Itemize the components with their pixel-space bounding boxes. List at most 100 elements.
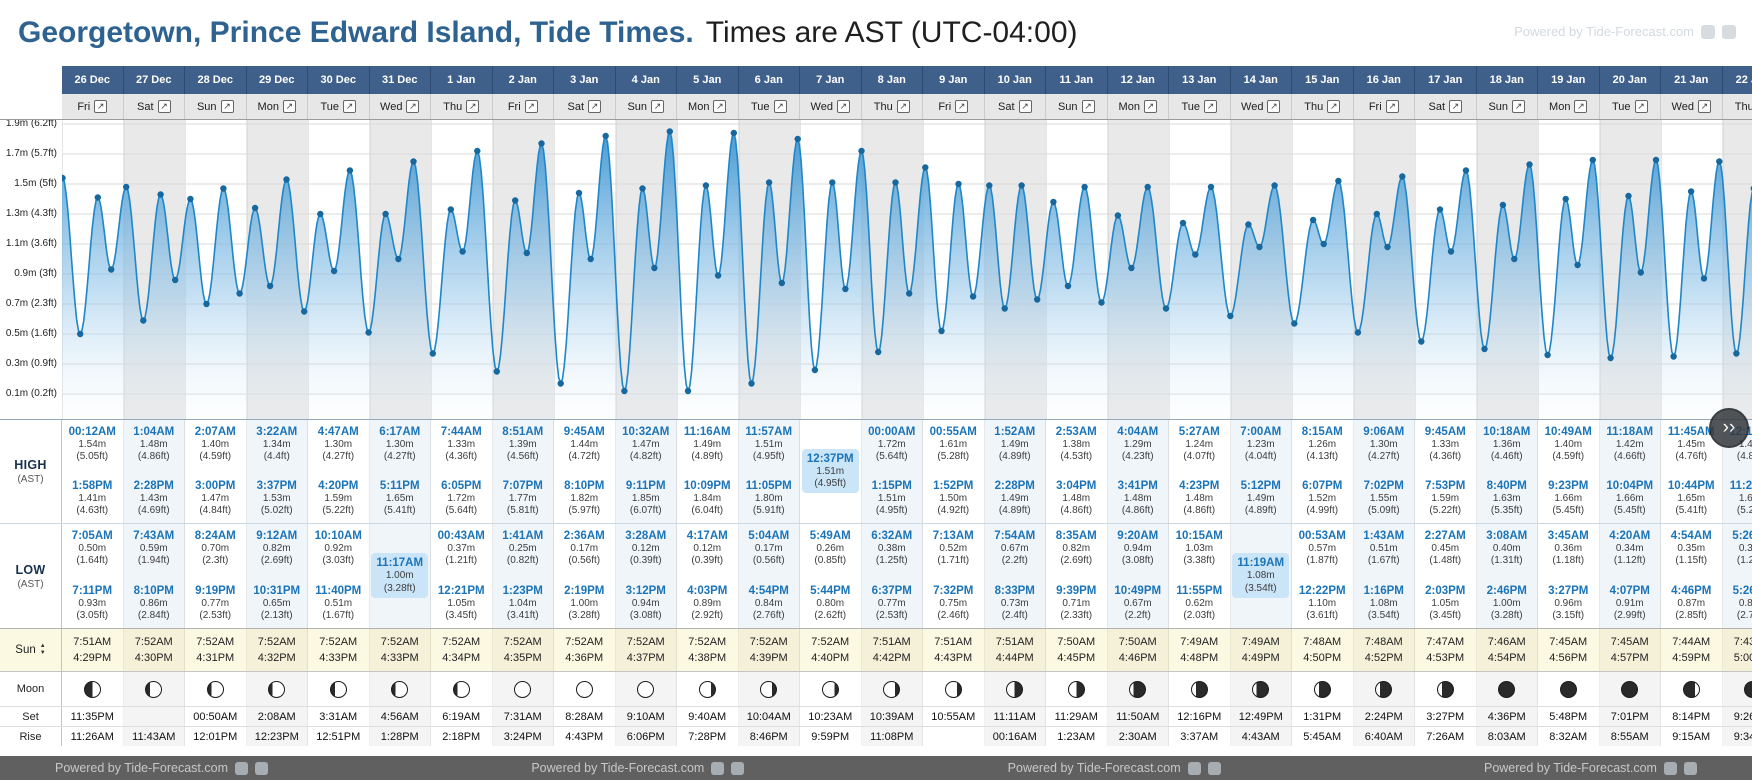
weekday-cell[interactable]: Fri ↗	[1353, 94, 1415, 119]
weekday-cell[interactable]: Tue ↗	[308, 94, 370, 119]
date-header-cell[interactable]: 6 Jan	[738, 66, 800, 94]
social-icon[interactable]	[1207, 761, 1221, 775]
weekday-cell[interactable]: Tue ↗	[1169, 94, 1231, 119]
date-header-cell[interactable]: 4 Jan	[615, 66, 677, 94]
date-header-cell[interactable]: 19 Jan	[1538, 66, 1600, 94]
weekday-cell[interactable]: Sat ↗	[123, 94, 185, 119]
weekday-cell[interactable]: Mon ↗	[1107, 94, 1169, 119]
social-icon[interactable]	[235, 761, 248, 775]
date-header-cell[interactable]: 10 Jan	[984, 66, 1046, 94]
expand-day-icon[interactable]: ↗	[1204, 100, 1218, 113]
social-icon[interactable]	[255, 761, 268, 775]
date-header-cell[interactable]: 17 Jan	[1415, 66, 1477, 94]
weekday-cell[interactable]: Thu↗	[1292, 94, 1354, 119]
expand-day-icon[interactable]: ↗	[157, 100, 171, 113]
social-icon[interactable]	[1701, 24, 1715, 39]
date-header-cell[interactable]: 27 Dec	[123, 66, 185, 94]
high-tide-height-ft: (4.95ft)	[814, 478, 847, 489]
date-header-cell[interactable]: 1 Jan	[431, 66, 493, 94]
expand-day-icon[interactable]: ↗	[1385, 100, 1399, 113]
social-icon[interactable]	[731, 761, 745, 775]
weekday-cell[interactable]: Sun ↗	[615, 94, 677, 119]
expand-day-icon[interactable]: ↗	[1327, 100, 1341, 113]
date-header-cell[interactable]: 26 Dec	[62, 66, 124, 94]
expand-day-icon[interactable]: ↗	[1449, 100, 1462, 113]
powered-by-watermark[interactable]: Powered by Tide-Forecast.com	[55, 761, 268, 775]
weekday-cell[interactable]: Sun ↗	[1046, 94, 1108, 119]
powered-by-watermark[interactable]: Powered by Tide-Forecast.com	[531, 761, 745, 775]
expand-day-icon[interactable]: ↗	[713, 100, 727, 113]
expand-day-icon[interactable]: ↗	[343, 100, 357, 113]
date-header-cell[interactable]: 18 Jan	[1476, 66, 1538, 94]
expand-day-icon[interactable]: ↗	[524, 100, 538, 113]
weekday-cell[interactable]: Thu↗	[1722, 94, 1752, 119]
date-header-cell[interactable]: 31 Dec	[369, 66, 431, 94]
social-icon[interactable]	[1663, 761, 1677, 775]
weekday-cell[interactable]: Sun ↗	[185, 94, 247, 119]
expand-day-icon[interactable]: ↗	[282, 100, 296, 113]
social-icon[interactable]	[1187, 761, 1201, 775]
date-header-cell[interactable]: 29 Dec	[246, 66, 308, 94]
weekday-cell[interactable]: Sat ↗	[984, 94, 1046, 119]
expand-day-icon[interactable]: ↗	[588, 100, 601, 113]
date-header-cell[interactable]: 3 Jan	[554, 66, 616, 94]
date-header-cell[interactable]: 21 Jan	[1661, 66, 1723, 94]
weekday-cell[interactable]: Sun ↗	[1476, 94, 1538, 119]
date-header-cell[interactable]: 16 Jan	[1353, 66, 1415, 94]
date-header-cell[interactable]: 8 Jan	[861, 66, 923, 94]
date-header-cell[interactable]: 9 Jan	[923, 66, 985, 94]
powered-by-watermark[interactable]: Powered by Tide-Forecast.com	[1484, 761, 1697, 775]
date-header-cell[interactable]: 20 Jan	[1599, 66, 1661, 94]
date-header-cell[interactable]: 14 Jan	[1230, 66, 1292, 94]
date-header-cell[interactable]: 7 Jan	[800, 66, 862, 94]
date-header-cell[interactable]: 13 Jan	[1169, 66, 1231, 94]
weekday-cell[interactable]: Sat ↗	[1415, 94, 1477, 119]
weekday-cell[interactable]: Sat ↗	[554, 94, 616, 119]
expand-day-icon[interactable]: ↗	[836, 100, 850, 113]
expand-day-icon[interactable]: ↗	[773, 100, 787, 113]
weekday-cell[interactable]: Fri ↗	[923, 94, 985, 119]
powered-by-watermark[interactable]: Powered by Tide-Forecast.com	[1514, 24, 1736, 39]
expand-day-icon[interactable]: ↗	[1634, 100, 1648, 113]
expand-day-icon[interactable]: ↗	[651, 100, 665, 113]
expand-day-icon[interactable]: ↗	[220, 100, 234, 113]
expand-day-icon[interactable]: ↗	[896, 100, 910, 113]
social-icon[interactable]	[1683, 761, 1697, 775]
weekday-cell[interactable]: Fri ↗	[62, 94, 124, 119]
weekday-cell[interactable]: Mon ↗	[246, 94, 308, 119]
social-icon[interactable]	[1722, 24, 1736, 39]
expand-day-icon[interactable]: ↗	[955, 100, 969, 113]
expand-day-icon[interactable]: ↗	[1081, 100, 1095, 113]
weekday-cell[interactable]: Wed ↗	[1230, 94, 1292, 119]
expand-day-icon[interactable]: ↗	[1267, 100, 1281, 113]
date-header-cell[interactable]: 12 Jan	[1107, 66, 1169, 94]
weekday-cell[interactable]: Thu↗	[431, 94, 493, 119]
scroll-right-button[interactable]: ››	[1709, 408, 1749, 448]
date-header-cell[interactable]: 15 Jan	[1292, 66, 1354, 94]
date-header-cell[interactable]: 2 Jan	[492, 66, 554, 94]
date-header-cell[interactable]: 28 Dec	[185, 66, 247, 94]
weekday-cell[interactable]: Fri ↗	[492, 94, 554, 119]
date-header-cell[interactable]: 22 Jan	[1722, 66, 1752, 94]
powered-by-watermark[interactable]: Powered by Tide-Forecast.com	[1008, 761, 1221, 775]
expand-day-icon[interactable]: ↗	[1143, 100, 1157, 113]
weekday-cell[interactable]: Tue ↗	[738, 94, 800, 119]
weekday-cell[interactable]: Mon ↗	[1538, 94, 1600, 119]
date-header-cell[interactable]: 5 Jan	[677, 66, 739, 94]
social-icon[interactable]	[711, 761, 725, 775]
expand-day-icon[interactable]: ↗	[466, 100, 480, 113]
weekday-cell[interactable]: Wed ↗	[369, 94, 431, 119]
expand-day-icon[interactable]: ↗	[1018, 100, 1032, 113]
weekday-cell[interactable]: Wed ↗	[800, 94, 862, 119]
weekday-cell[interactable]: Tue ↗	[1599, 94, 1661, 119]
expand-day-icon[interactable]: ↗	[1697, 100, 1711, 113]
expand-day-icon[interactable]: ↗	[406, 100, 420, 113]
weekday-cell[interactable]: Thu↗	[861, 94, 923, 119]
date-header-cell[interactable]: 30 Dec	[308, 66, 370, 94]
expand-day-icon[interactable]: ↗	[1574, 100, 1588, 113]
weekday-cell[interactable]: Wed ↗	[1661, 94, 1723, 119]
expand-day-icon[interactable]: ↗	[94, 100, 108, 113]
expand-day-icon[interactable]: ↗	[1512, 100, 1526, 113]
date-header-cell[interactable]: 11 Jan	[1046, 66, 1108, 94]
weekday-cell[interactable]: Mon ↗	[677, 94, 739, 119]
